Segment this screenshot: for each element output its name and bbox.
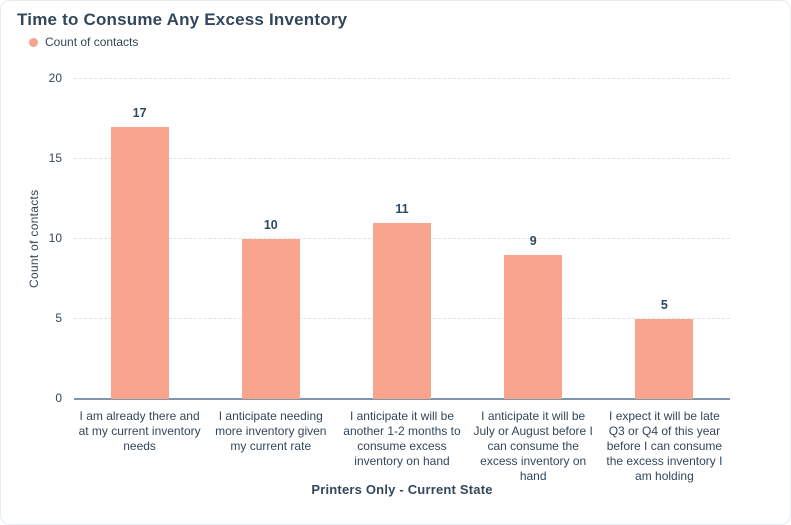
chart-title: Time to Consume Any Excess Inventory <box>17 10 348 29</box>
bar-value-label: 9 <box>529 234 537 248</box>
y-tick-label: 15 <box>48 151 62 165</box>
legend-series-dot-icon <box>29 37 38 47</box>
y-tick-label: 20 <box>48 71 62 85</box>
bar-value-label: 5 <box>660 298 668 312</box>
x-category-label: I anticipate it will be July or August b… <box>473 409 593 483</box>
x-category-label: I expect it will be late Q3 or Q4 of thi… <box>606 409 723 483</box>
bar[interactable] <box>110 127 169 399</box>
bar[interactable] <box>241 239 300 399</box>
bar-value-label: 10 <box>263 218 278 232</box>
y-tick-label: 0 <box>55 391 62 405</box>
legend-series-label[interactable]: Count of contacts <box>45 35 139 49</box>
bar-value-label: 11 <box>395 202 409 216</box>
gridline <box>74 158 730 159</box>
x-category-label: I anticipate needing more inventory give… <box>215 409 327 453</box>
bar[interactable] <box>373 223 431 399</box>
y-axis-title: Count of contacts <box>27 189 41 289</box>
bar-value-label: 17 <box>132 106 147 120</box>
plot-area: 0 5 10 15 20 17 I am already there and at my c… <box>49 71 730 483</box>
gridline <box>74 78 730 79</box>
legend: Count of contacts <box>29 35 138 49</box>
bar[interactable] <box>504 255 563 399</box>
x-axis-title: Printers Only - Current State <box>311 482 493 497</box>
y-tick-label: 5 <box>55 311 62 325</box>
x-axis-line <box>74 398 730 400</box>
x-category-label: I anticipate it will be another 1-2 mont… <box>343 409 461 468</box>
y-tick-label: 10 <box>48 231 62 245</box>
x-category-label: I am already there and at my current inv… <box>78 409 201 453</box>
bar[interactable] <box>635 319 694 399</box>
